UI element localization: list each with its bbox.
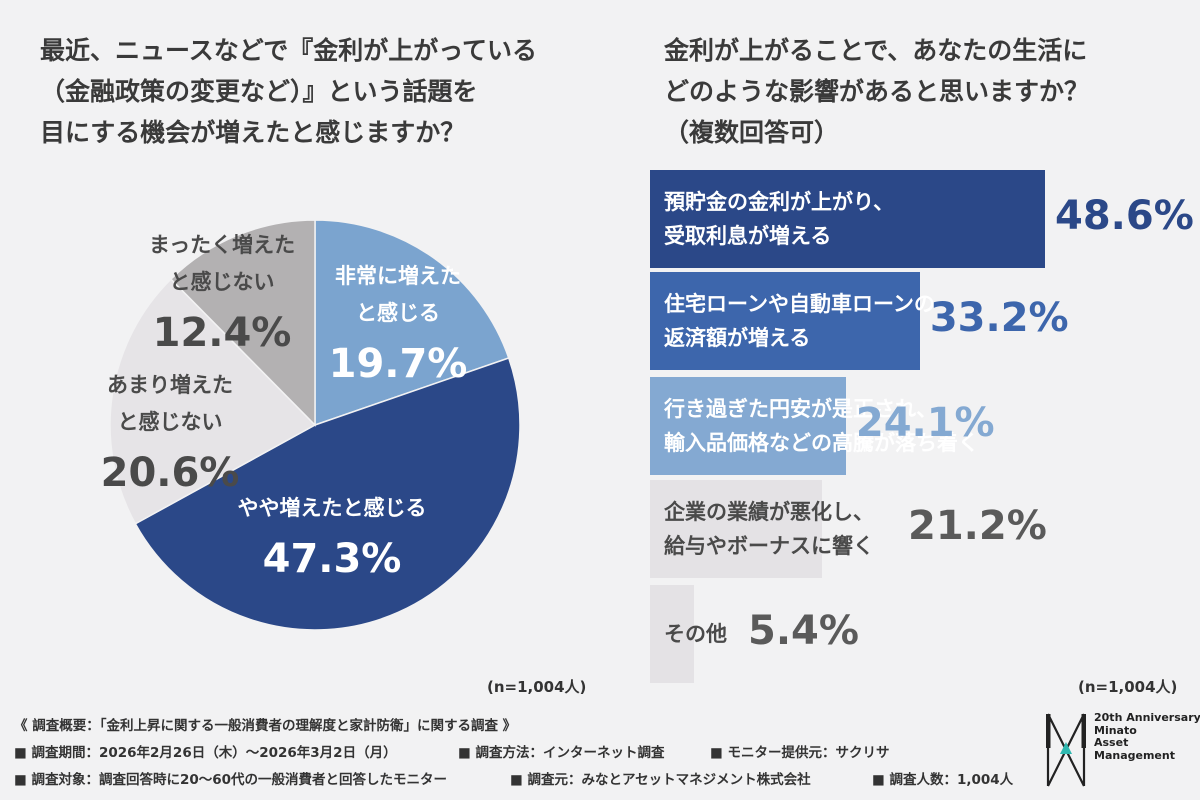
- logo-management: Management: [1094, 748, 1175, 762]
- pie-slice-2: [134, 357, 521, 631]
- bar-label-2: 住宅ローンや自動車ローンの 返済額が増える: [664, 292, 935, 350]
- bar-value-1: 48.6%: [1055, 193, 1194, 239]
- survey-count: ■ 調査人数：1,004人: [872, 772, 1014, 788]
- survey-method: ■ 調査方法：インターネット調査: [458, 745, 665, 761]
- bar-3: [650, 377, 846, 475]
- pie-slice-1: [314, 219, 510, 427]
- pie-slice-value-1: 19.7%: [329, 341, 468, 387]
- bar-label-5: その他: [664, 622, 727, 646]
- company-logo-text: 20th Anniversary Minato Asset Management: [1094, 711, 1200, 762]
- bar-value-2: 33.2%: [929, 295, 1069, 341]
- bar-5: [650, 585, 694, 683]
- bar-2: [650, 272, 920, 370]
- bar-label-1: 預貯金の金利が上がり、 受取利息が増える: [664, 190, 895, 248]
- bar-label-4: 企業の業績が悪化し、 給与やボーナスに響く: [664, 500, 874, 558]
- pie-question-title: 最近、ニュースなどで『金利が上がっている （金融政策の変更など）』という話題を …: [40, 36, 538, 147]
- pie-slice-label-4: まったく増えた: [149, 233, 295, 257]
- bar-question-title: 金利が上がることで、あなたの生活に どのような影響があると思いますか？ （複数回…: [664, 36, 1090, 147]
- bar-value-3: 24.1%: [855, 400, 995, 446]
- pie-slice-4: [169, 219, 316, 427]
- survey-monitor: ■ モニター提供元：サクリサ: [710, 745, 890, 761]
- logo-minato: Minato: [1094, 723, 1137, 737]
- bar-sample-size: (n=1,004人): [1078, 678, 1178, 696]
- logo-anniversary: 20th Anniversary: [1094, 711, 1200, 724]
- survey-target: ■ 調査対象：調査回答時に20〜60代の一般消費者と回答したモニター: [14, 772, 448, 788]
- bar-1: [650, 170, 1045, 268]
- pie-slice-label-3: と感じない: [118, 410, 223, 434]
- survey-source: ■ 調査元：みなとアセットマネジメント株式会社: [510, 772, 811, 788]
- bar-4: [650, 480, 823, 578]
- pie-slice-3: [109, 278, 317, 525]
- minato-monogram-icon: [1046, 713, 1086, 787]
- bar-label-3: 行き過ぎた円安が是正され、 輸入品価格などの高騰が落ち着く: [664, 397, 979, 455]
- pie-slice-label-1: と感じる: [356, 301, 440, 325]
- pie-slice-value-4: 12.4%: [153, 310, 292, 356]
- pie-slice-value-2: 47.3%: [263, 536, 402, 582]
- pie-slice-label-2: やや増えたと感じる: [238, 496, 427, 520]
- pie-slice-label-3: あまり増えた: [107, 373, 233, 397]
- pie-slice-label-1: 非常に増えた: [335, 264, 461, 288]
- bar-value-4: 21.2%: [908, 503, 1047, 549]
- pie-sample-size: (n=1,004人): [487, 678, 587, 696]
- logo-asset: Asset: [1094, 736, 1129, 749]
- bar-value-5: 5.4%: [748, 608, 859, 654]
- survey-period: ■ 調査期間：2026年2月26日（木）〜2026年3月2日（月）: [14, 745, 397, 761]
- pie-chart: 非常に増えたと感じる19.7%やや増えたと感じる47.3%あまり増えたと感じない…: [101, 219, 521, 631]
- pie-slice-value-3: 20.6%: [101, 450, 240, 496]
- survey-overview: 《 調査概要：「金利上昇に関する一般消費者の理解度と家計防衛」に関する調査 》: [14, 718, 517, 734]
- pie-slice-label-4: と感じない: [170, 270, 275, 294]
